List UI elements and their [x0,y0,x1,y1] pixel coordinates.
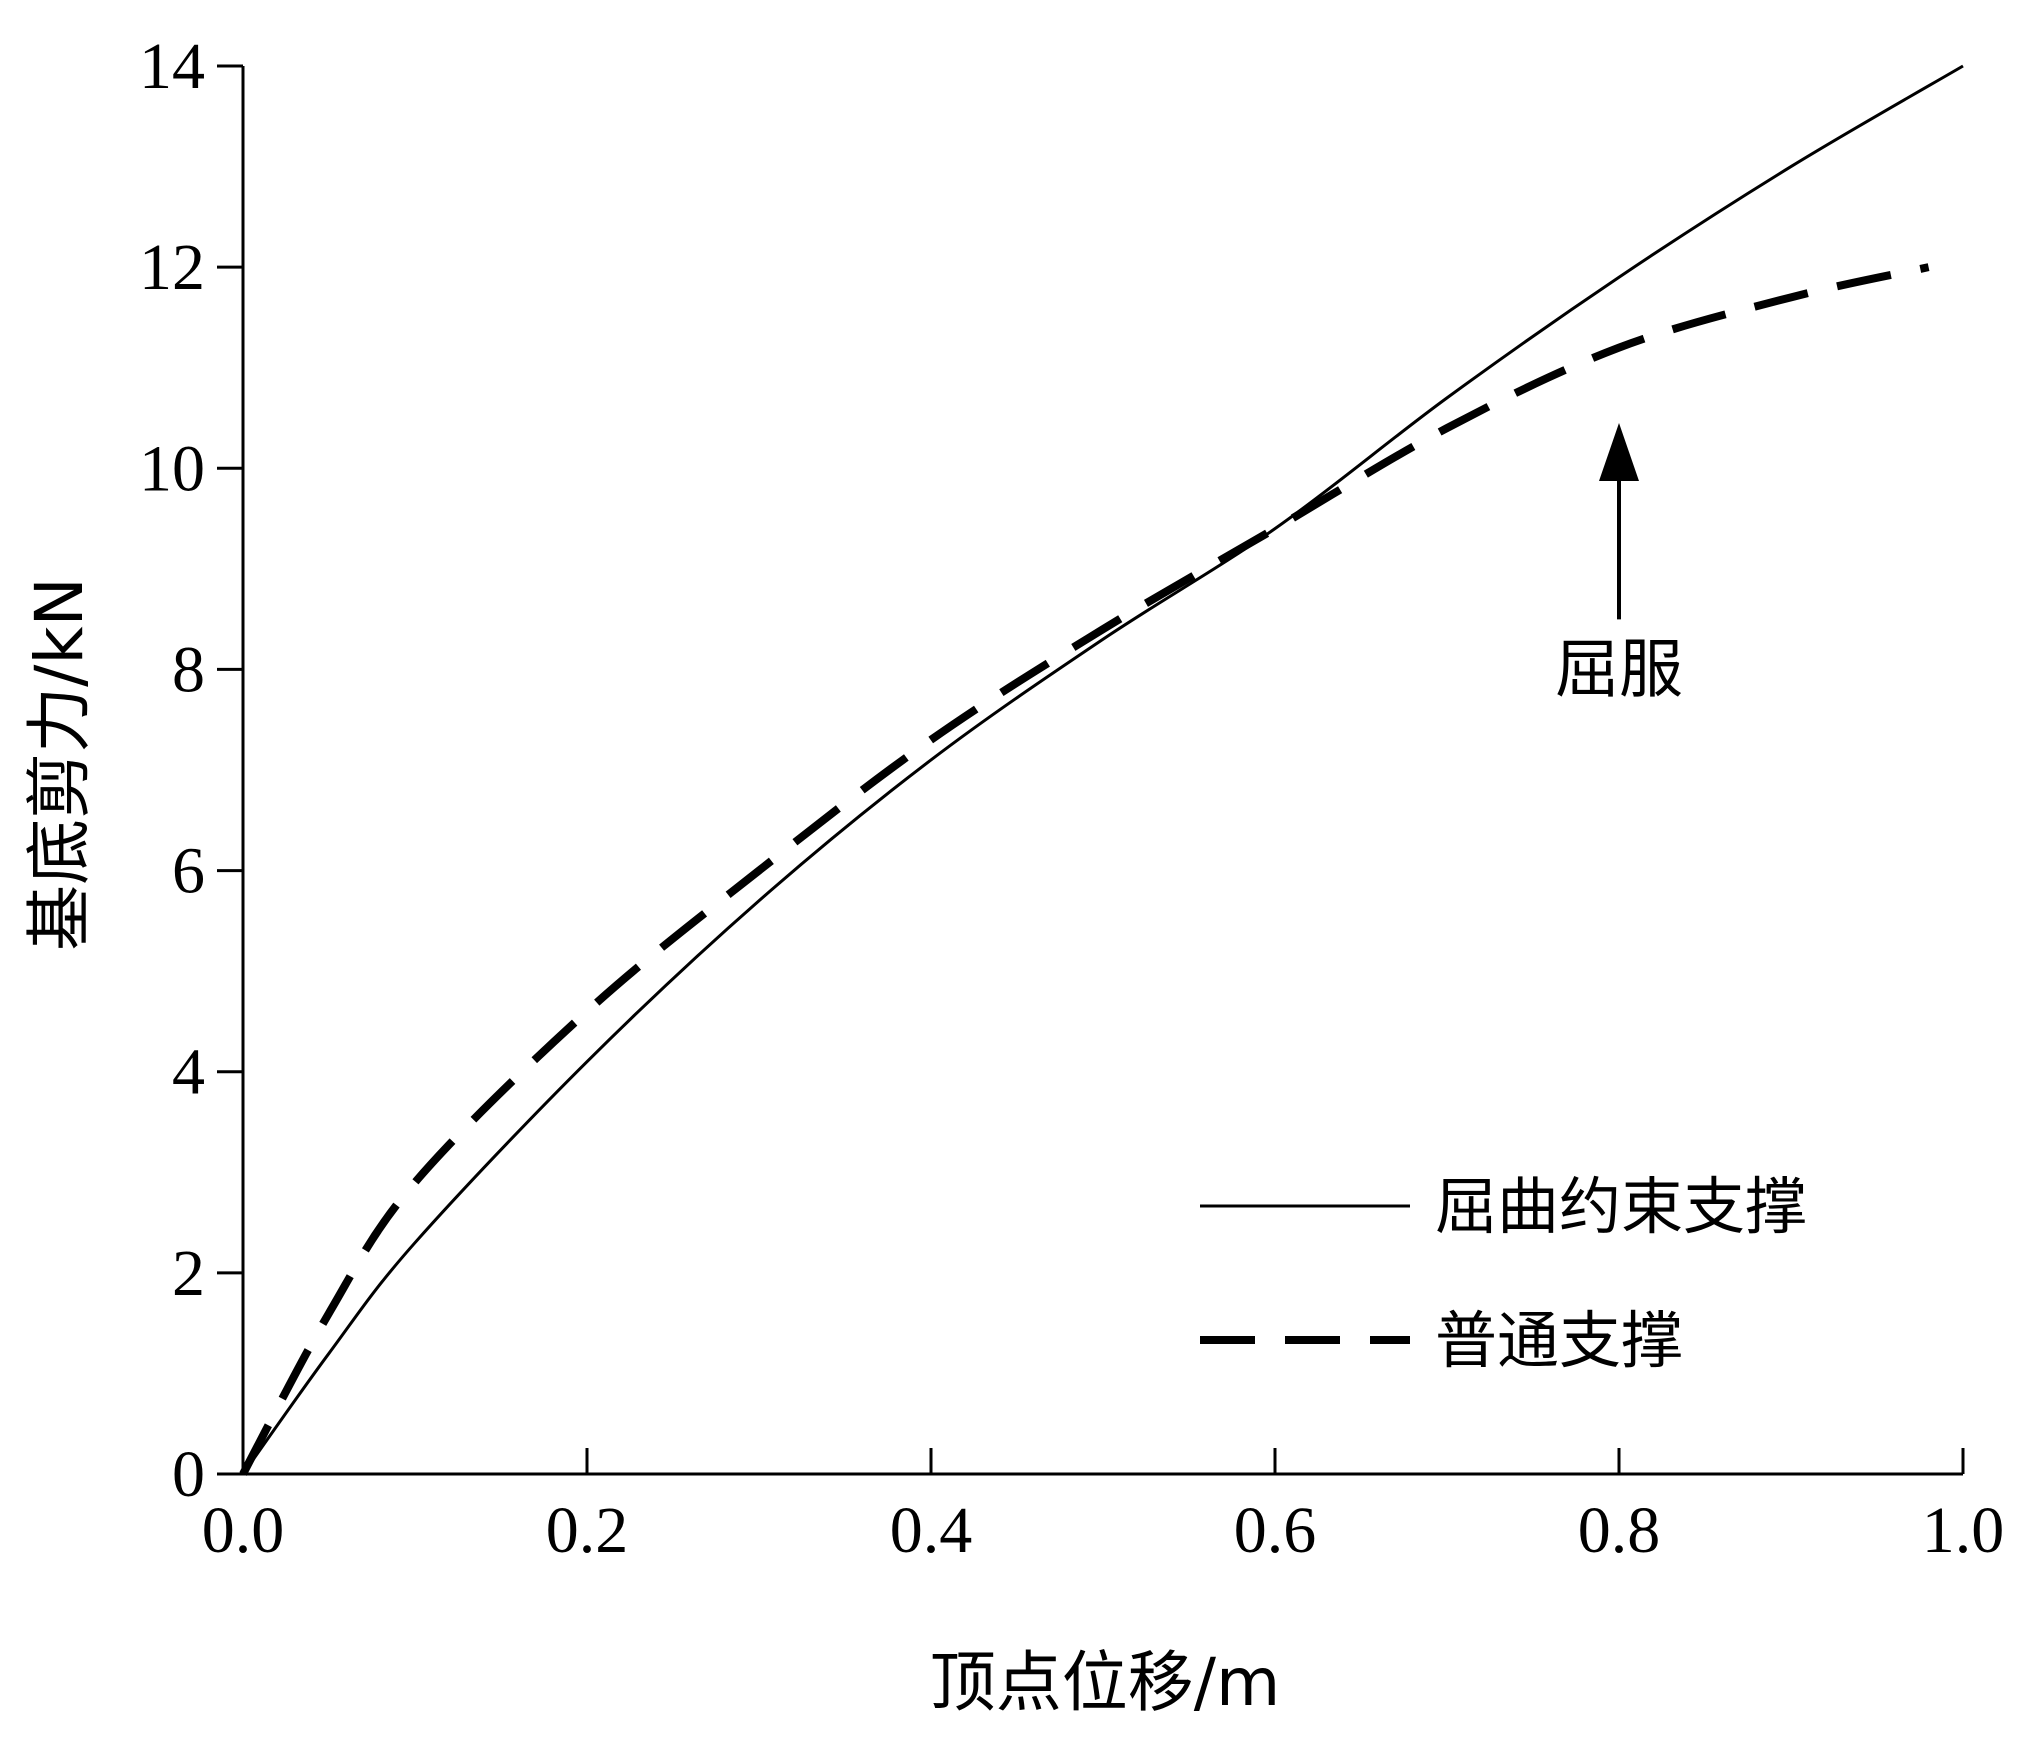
y-tick-label: 14 [139,30,205,103]
x-axis-title: 顶点位移/m [930,1644,1281,1721]
plot-area [241,66,1963,1476]
y-tick-label: 12 [139,231,205,304]
x-tick-label: 0.6 [1234,1494,1317,1567]
x-tick-label: 0.8 [1578,1494,1661,1567]
y-axis-title: 基底剪力/kN [21,577,98,951]
y-tick-label: 6 [172,835,205,908]
y-tick-label: 2 [172,1237,205,1310]
series-line-buckling-restrained-brace [241,64,1964,1475]
y-tick-label: 8 [172,633,205,706]
y-tick-label: 0 [172,1438,205,1511]
x-tick-label: 1.0 [1922,1494,2005,1567]
series-line-ordinary-brace [239,263,1930,1476]
legend: 屈曲约束支撑 普通支撑 [1200,1170,1807,1377]
x-tick-label: 0.2 [546,1494,629,1567]
series-group [239,64,1964,1476]
y-tick-label: 4 [172,1036,205,1109]
x-ticks: 0.0 0.2 0.4 0.6 0.8 1.0 [202,1448,2005,1567]
annotation-label: 屈服 [1555,633,1683,707]
x-tick-label: 0.4 [890,1494,973,1567]
legend-label-brb: 屈曲约束支撑 [1435,1170,1807,1243]
x-tick-label: 0.0 [202,1494,285,1567]
annotation: 屈服 [1555,422,1683,707]
y-tick-label: 10 [139,432,205,505]
annotation-arrow-head [1599,422,1639,481]
y-ticks: 0 2 4 6 8 10 12 14 [139,30,243,1511]
legend-label-ordinary: 普通支撑 [1435,1304,1683,1377]
